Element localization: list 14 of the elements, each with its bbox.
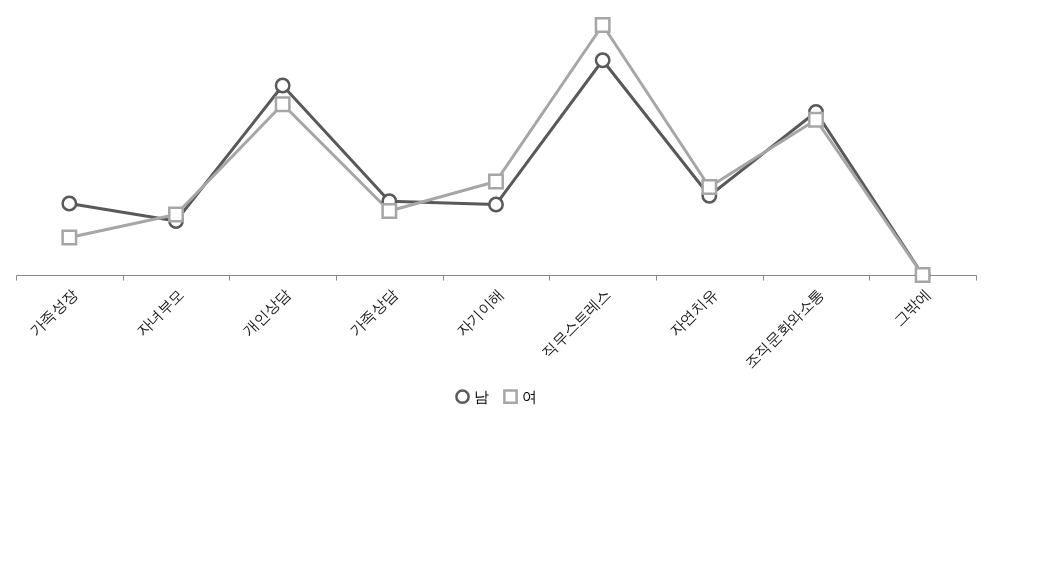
- point: [61, 229, 78, 246]
- point: [488, 196, 504, 213]
- point: [594, 17, 611, 33]
- point: [168, 206, 184, 223]
- point: [274, 96, 291, 113]
- point: [594, 52, 611, 69]
- point: [61, 195, 78, 212]
- legend-label: 남: [474, 387, 489, 406]
- point: [701, 179, 718, 195]
- point: [381, 203, 398, 219]
- point: [274, 77, 291, 94]
- point: [808, 111, 824, 128]
- legend-label: 여: [522, 387, 537, 406]
- point: [488, 173, 504, 190]
